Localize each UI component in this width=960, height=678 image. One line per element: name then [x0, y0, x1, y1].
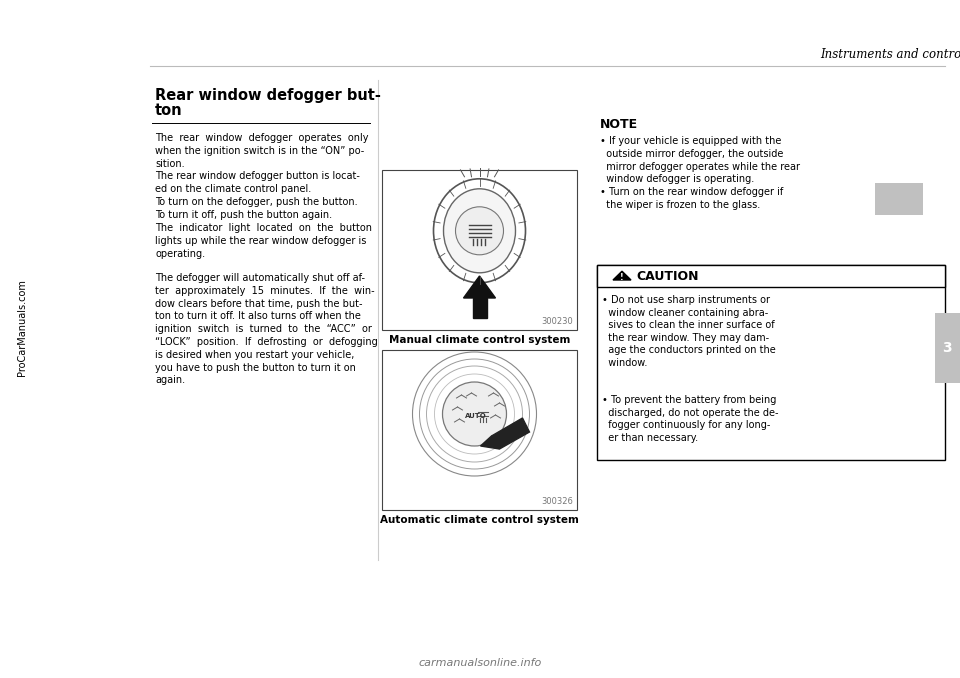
Bar: [935, 313, 960, 383]
Text: 3: 3: [942, 341, 951, 355]
Polygon shape: [492, 418, 530, 449]
Text: CAUTION: CAUTION: [636, 269, 699, 283]
Text: NOTE: NOTE: [600, 118, 638, 131]
Circle shape: [455, 207, 503, 255]
Text: AUTO: AUTO: [465, 413, 487, 419]
Text: ton: ton: [155, 103, 182, 118]
Text: Automatic climate control system: Automatic climate control system: [380, 515, 579, 525]
Bar: [597, 265, 945, 460]
Text: Manual climate control system: Manual climate control system: [389, 335, 570, 345]
Text: • Do not use sharp instruments or
  window cleaner containing abra-
  sives to c: • Do not use sharp instruments or window…: [602, 295, 776, 367]
Text: • To prevent the battery from being
  discharged, do not operate the de-
  fogge: • To prevent the battery from being disc…: [602, 395, 779, 443]
Bar: [382, 350, 577, 510]
Text: 300230: 300230: [541, 317, 573, 326]
Text: carmanualsonline.info: carmanualsonline.info: [419, 658, 541, 668]
Text: 300326: 300326: [541, 497, 573, 506]
Ellipse shape: [444, 188, 516, 273]
Circle shape: [435, 374, 515, 454]
Circle shape: [426, 366, 522, 462]
Bar: [472, 298, 487, 318]
Ellipse shape: [434, 179, 525, 283]
Bar: [875, 183, 923, 215]
Text: !: !: [620, 273, 624, 281]
Bar: [382, 170, 577, 330]
Text: ProCarManuals.com: ProCarManuals.com: [17, 279, 27, 376]
Bar: [930, 313, 958, 368]
Text: The  rear  window  defogger  operates  only
when the ignition switch is in the “: The rear window defogger operates only w…: [155, 133, 369, 220]
Polygon shape: [481, 436, 499, 449]
Circle shape: [413, 352, 537, 476]
Circle shape: [420, 359, 530, 469]
Circle shape: [443, 382, 507, 446]
Text: • If your vehicle is equipped with the
  outside mirror defogger, the outside
  : • If your vehicle is equipped with the o…: [600, 136, 800, 210]
Polygon shape: [613, 271, 631, 280]
Bar: [597, 265, 945, 287]
Text: The defogger will automatically shut off af-
ter  approximately  15  minutes.  I: The defogger will automatically shut off…: [155, 273, 377, 385]
Text: Rear window defogger but-: Rear window defogger but-: [155, 88, 381, 103]
Polygon shape: [464, 276, 495, 298]
Text: The  indicator  light  located  on  the  button
lights up while the rear window : The indicator light located on the butto…: [155, 223, 372, 258]
Text: Instruments and controls: Instruments and controls: [820, 47, 960, 60]
